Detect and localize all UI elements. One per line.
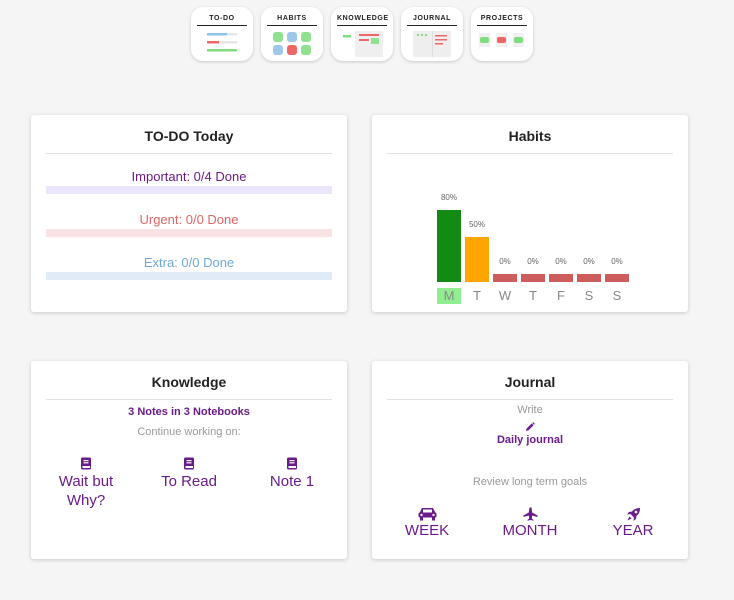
- write-label: Write: [517, 404, 543, 416]
- journal-card-title: Journal: [387, 361, 673, 400]
- nav-habits-label: HABITS: [267, 15, 317, 26]
- book-icon: [139, 457, 239, 470]
- nav-journal-tile[interactable]: JOURNAL: [401, 7, 463, 61]
- habit-percent-label: 0%: [555, 257, 567, 266]
- habit-day-label[interactable]: T: [529, 288, 537, 303]
- nav-projects-tile[interactable]: PROJECTS: [471, 7, 533, 61]
- note-to-read[interactable]: To Read: [139, 457, 239, 491]
- habits-card[interactable]: Habits 80% M 50% T 0% W 0% T 0% F 0% S 0% S: [372, 115, 688, 312]
- habit-bar: [521, 274, 545, 282]
- book-icon: [36, 457, 136, 470]
- knowledge-card[interactable]: Knowledge 3 Notes in 3 Notebooks Continu…: [31, 361, 347, 559]
- extra-status: Extra: 0/0 Done: [143, 255, 235, 270]
- car-icon: [377, 507, 477, 521]
- nav-projects-label: PROJECTS: [477, 15, 527, 26]
- continue-working-label: Continue working on:: [137, 426, 241, 438]
- habits-chart: 80% M 50% T 0% W 0% T 0% F 0% S 0% S: [372, 115, 688, 312]
- nav-todo-tile[interactable]: TO-DO: [191, 7, 253, 61]
- urgent-status: Urgent: 0/0 Done: [139, 212, 239, 227]
- habit-day-label[interactable]: S: [612, 288, 622, 303]
- todo-card[interactable]: TO-DO Today Important: 0/4 Done Urgent: …: [31, 115, 347, 312]
- habits-card-title: Habits: [387, 115, 673, 154]
- habit-bar: [605, 274, 629, 282]
- projects-board-icon: [479, 33, 524, 47]
- habit-bar: [437, 210, 461, 282]
- nav-journal-label: JOURNAL: [407, 15, 457, 26]
- important-status: Important: 0/4 Done: [131, 169, 247, 184]
- habit-percent-label: 0%: [499, 257, 511, 266]
- habit-bar: [577, 274, 601, 282]
- goal-label: YEAR: [612, 522, 654, 539]
- todo-card-title: TO-DO Today: [46, 115, 332, 154]
- important-progress-bar: [46, 186, 332, 194]
- week-goal-button[interactable]: WEEK: [377, 507, 477, 539]
- note-note-1[interactable]: Note 1: [242, 457, 342, 491]
- nav-knowledge-label: KNOWLEDGE: [337, 15, 388, 26]
- habit-day-label[interactable]: M: [437, 288, 461, 304]
- urgent-progress-bar: [46, 229, 332, 237]
- note-title: To Read: [161, 473, 217, 490]
- notes-summary: 3 Notes in 3 Notebooks: [128, 406, 250, 418]
- knowledge-card-title: Knowledge: [46, 361, 332, 400]
- note-wait-but-why[interactable]: Wait but Why?: [36, 457, 136, 510]
- nav-knowledge-tile[interactable]: KNOWLEDGE: [331, 7, 393, 61]
- habit-day-label[interactable]: F: [557, 288, 565, 303]
- daily-journal-link[interactable]: Daily journal: [480, 422, 580, 446]
- habit-bar: [493, 274, 517, 282]
- nav-todo-label: TO-DO: [197, 15, 247, 26]
- habit-percent-label: 0%: [583, 257, 595, 266]
- habit-percent-label: 0%: [611, 257, 623, 266]
- habit-bar: [549, 274, 573, 282]
- knowledge-notebook-icon: [343, 31, 383, 57]
- book-icon: [242, 457, 342, 470]
- pencil-icon: [480, 422, 580, 432]
- extra-progress-bar: [46, 272, 332, 280]
- todo-list-icon: [207, 33, 237, 52]
- habit-bar: [465, 237, 489, 282]
- journal-card[interactable]: Journal Write Daily journal Review long …: [372, 361, 688, 559]
- habit-percent-label: 50%: [468, 220, 485, 229]
- goal-label: MONTH: [502, 522, 558, 539]
- habit-day-label[interactable]: S: [584, 288, 594, 303]
- goal-label: WEEK: [404, 522, 450, 539]
- year-goal-button[interactable]: YEAR: [583, 507, 683, 539]
- rocket-icon: [583, 507, 683, 521]
- month-goal-button[interactable]: MONTH: [480, 507, 580, 539]
- habit-percent-label: 80%: [440, 193, 457, 202]
- review-goals-label: Review long term goals: [472, 476, 588, 488]
- plane-icon: [480, 507, 580, 521]
- journal-book-icon: [413, 31, 451, 57]
- habit-percent-label: 0%: [527, 257, 539, 266]
- habit-day-label[interactable]: T: [473, 288, 481, 303]
- nav-habits-tile[interactable]: HABITS: [261, 7, 323, 61]
- habit-day-label[interactable]: W: [498, 288, 512, 303]
- habits-grid-icon: [273, 32, 311, 55]
- note-title: Wait but Why?: [58, 473, 114, 509]
- note-title: Note 1: [269, 473, 315, 490]
- daily-journal-label: Daily journal: [496, 434, 564, 446]
